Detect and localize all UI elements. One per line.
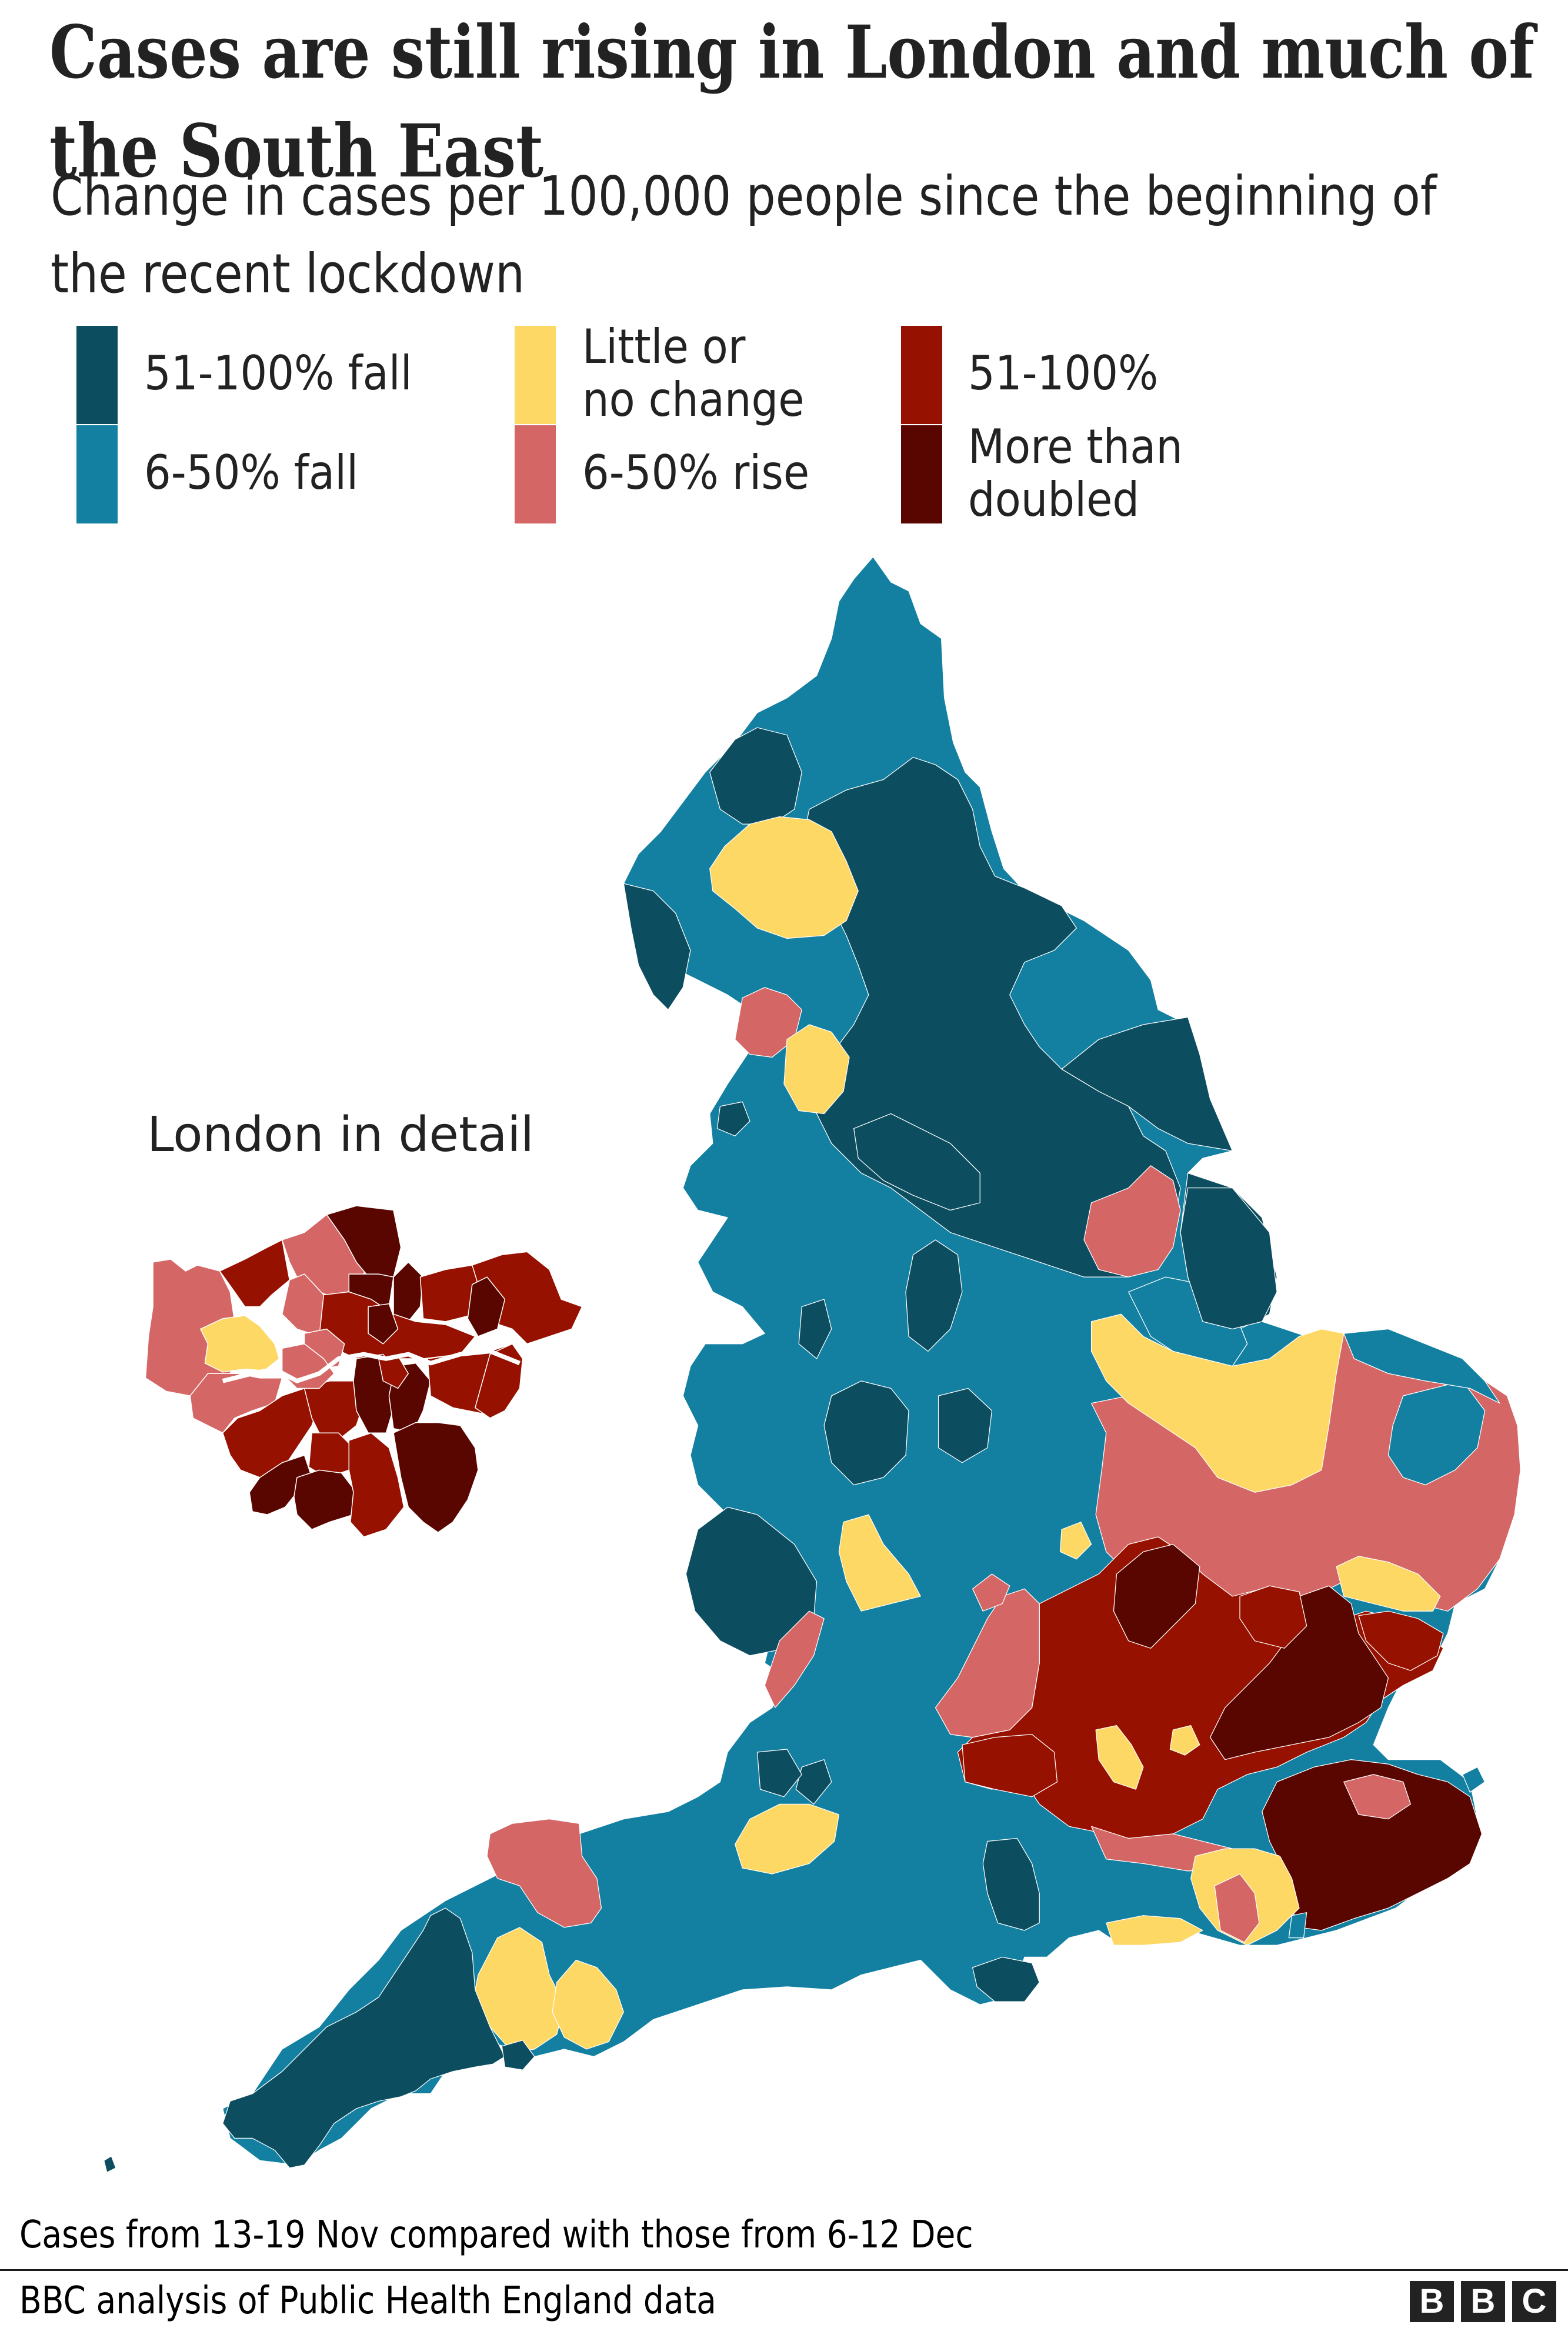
subtitle-line-2: the recent lockdown: [51, 242, 525, 305]
borough-barking-dark: [467, 1276, 506, 1337]
borough-hounslow-salmon: [189, 1373, 283, 1433]
legend-swatch-51-100-rise: [901, 326, 942, 424]
legend-label-51-100-rise: 51-100%: [968, 346, 1159, 401]
region-reading-yellow: [1095, 1725, 1144, 1790]
river-thames: [222, 1349, 521, 1383]
region-lincs-east-dark: [1180, 1188, 1277, 1330]
region-eden-yellow: [709, 816, 859, 939]
england-map: [104, 556, 1521, 2173]
bbc-logo-letter-c: C: [1512, 2281, 1556, 2322]
borough-bromley-dark: [393, 1422, 479, 1533]
legend-swatch-more-than-doubled: [901, 425, 942, 523]
footer-divider: [0, 2269, 1568, 2271]
borough-merton-red: [308, 1432, 354, 1478]
region-bristol-dark: [756, 1749, 802, 1797]
borough-kingston-dark: [249, 1455, 312, 1515]
region-lancs-dark: [716, 1101, 750, 1136]
bbc-logo-letter-b2: B: [1461, 2281, 1505, 2322]
region-north-devon-salmon: [486, 1819, 602, 1928]
legend-label-6-50-fall: 6-50% fall: [144, 445, 359, 500]
region-lincoln-salmon: [1083, 1165, 1181, 1278]
region-plymouth-dark: [501, 2040, 535, 2070]
legend-swatch-no-change: [515, 326, 556, 424]
region-bracknell-yellow: [1169, 1725, 1200, 1756]
region-gloucester-dark: [795, 1759, 832, 1805]
region-pennines-dark: [853, 1113, 980, 1211]
region-essex-dark: [1209, 1585, 1389, 1760]
region-corby-yellow: [1059, 1522, 1092, 1560]
region-medway-salmon: [1343, 1774, 1412, 1820]
region-oxford-salmon: [972, 1573, 1010, 1612]
region-copeland-dark: [623, 883, 691, 1010]
borough-wandsworth-red: [303, 1380, 365, 1438]
region-wiltshire-yellow: [735, 1803, 840, 1875]
bbc-logo: B B C: [1410, 2281, 1556, 2322]
region-mid-sussex-salmon: [1214, 1873, 1260, 1943]
region-derbyshire-dark: [905, 1239, 963, 1352]
region-hastings-teal: [1288, 1912, 1307, 1939]
region-ipswich-yellow: [1336, 1556, 1441, 1612]
region-forest-of-dean-salmon: [764, 1610, 825, 1708]
borough-sutton-dark: [293, 1469, 357, 1530]
borough-ealing-yellow: [200, 1315, 280, 1373]
bbc-logo-letter-b1: B: [1410, 2281, 1454, 2322]
title-line-1: Cases are still rising in London and muc…: [49, 10, 1534, 95]
chart-subtitle: Change in cases per 100,000 people since…: [51, 158, 1437, 313]
region-chelmsford-red: [1239, 1585, 1307, 1649]
source-credit: BBC analysis of Public Health England da…: [19, 2279, 716, 2323]
borough-hackney-dark: [368, 1303, 399, 1345]
london-inset-map: [145, 1205, 583, 1537]
legend-label-51-100-fall: 51-100% fall: [144, 346, 412, 401]
legend-label-6-50-rise: 6-50% rise: [582, 445, 810, 500]
subtitle-line-1: Change in cases per 100,000 people since…: [51, 165, 1437, 228]
region-brighton-yellow: [1106, 1915, 1203, 1946]
legend-label-more-than-doubled-line-1: More than: [968, 419, 1183, 474]
region-norfolk-north-teal: [1343, 1328, 1500, 1404]
region-thames-salmon: [935, 1588, 1040, 1738]
region-cornwall-dark: [222, 1907, 505, 2169]
footnote: Cases from 13-19 Nov compared with those…: [19, 2213, 973, 2257]
region-malvern-yellow: [838, 1514, 921, 1612]
region-west-berks-red: [962, 1734, 1058, 1797]
region-leicester-dark: [938, 1388, 993, 1463]
legend-label-more-than-doubled-line-2: doubled: [968, 472, 1140, 527]
region-carlisle-dark: [709, 727, 802, 825]
borough-richmond-red: [222, 1388, 320, 1478]
region-west-midlands-dark: [823, 1380, 909, 1486]
borough-croydon-red: [348, 1432, 405, 1537]
region-test-valley-dark: [982, 1837, 1040, 1931]
region-ribble-yellow: [783, 1024, 850, 1115]
region-herts-dark: [1113, 1543, 1200, 1649]
region-east-riding-dark: [1061, 1016, 1233, 1152]
borough-harrow-red: [219, 1239, 291, 1308]
borough-waltham-forest-dark: [393, 1262, 424, 1322]
london-inset-label: London in detail: [147, 1107, 534, 1163]
legend-label-no-change-line-2: no change: [582, 372, 805, 427]
region-essex-red-east: [1358, 1610, 1444, 1671]
region-isle-of-wight-dark: [972, 1956, 1040, 2002]
title-line-2: the South East: [49, 109, 544, 194]
chart-title: Cases are still rising in London and muc…: [49, 4, 1534, 201]
region-east-devon-yellow: [552, 1959, 624, 2050]
legend-swatch-6-50-fall: [76, 425, 118, 523]
legend-label-no-change-line-1: Little or: [582, 319, 746, 374]
legend-swatch-51-100-fall: [76, 326, 118, 424]
region-thanet-teal: [1462, 1766, 1486, 1793]
borough-bexley-red: [475, 1343, 523, 1419]
legend-swatch-6-50-rise: [515, 425, 556, 523]
region-scilly-dark: [104, 2156, 116, 2173]
region-stoke-dark: [798, 1299, 832, 1359]
